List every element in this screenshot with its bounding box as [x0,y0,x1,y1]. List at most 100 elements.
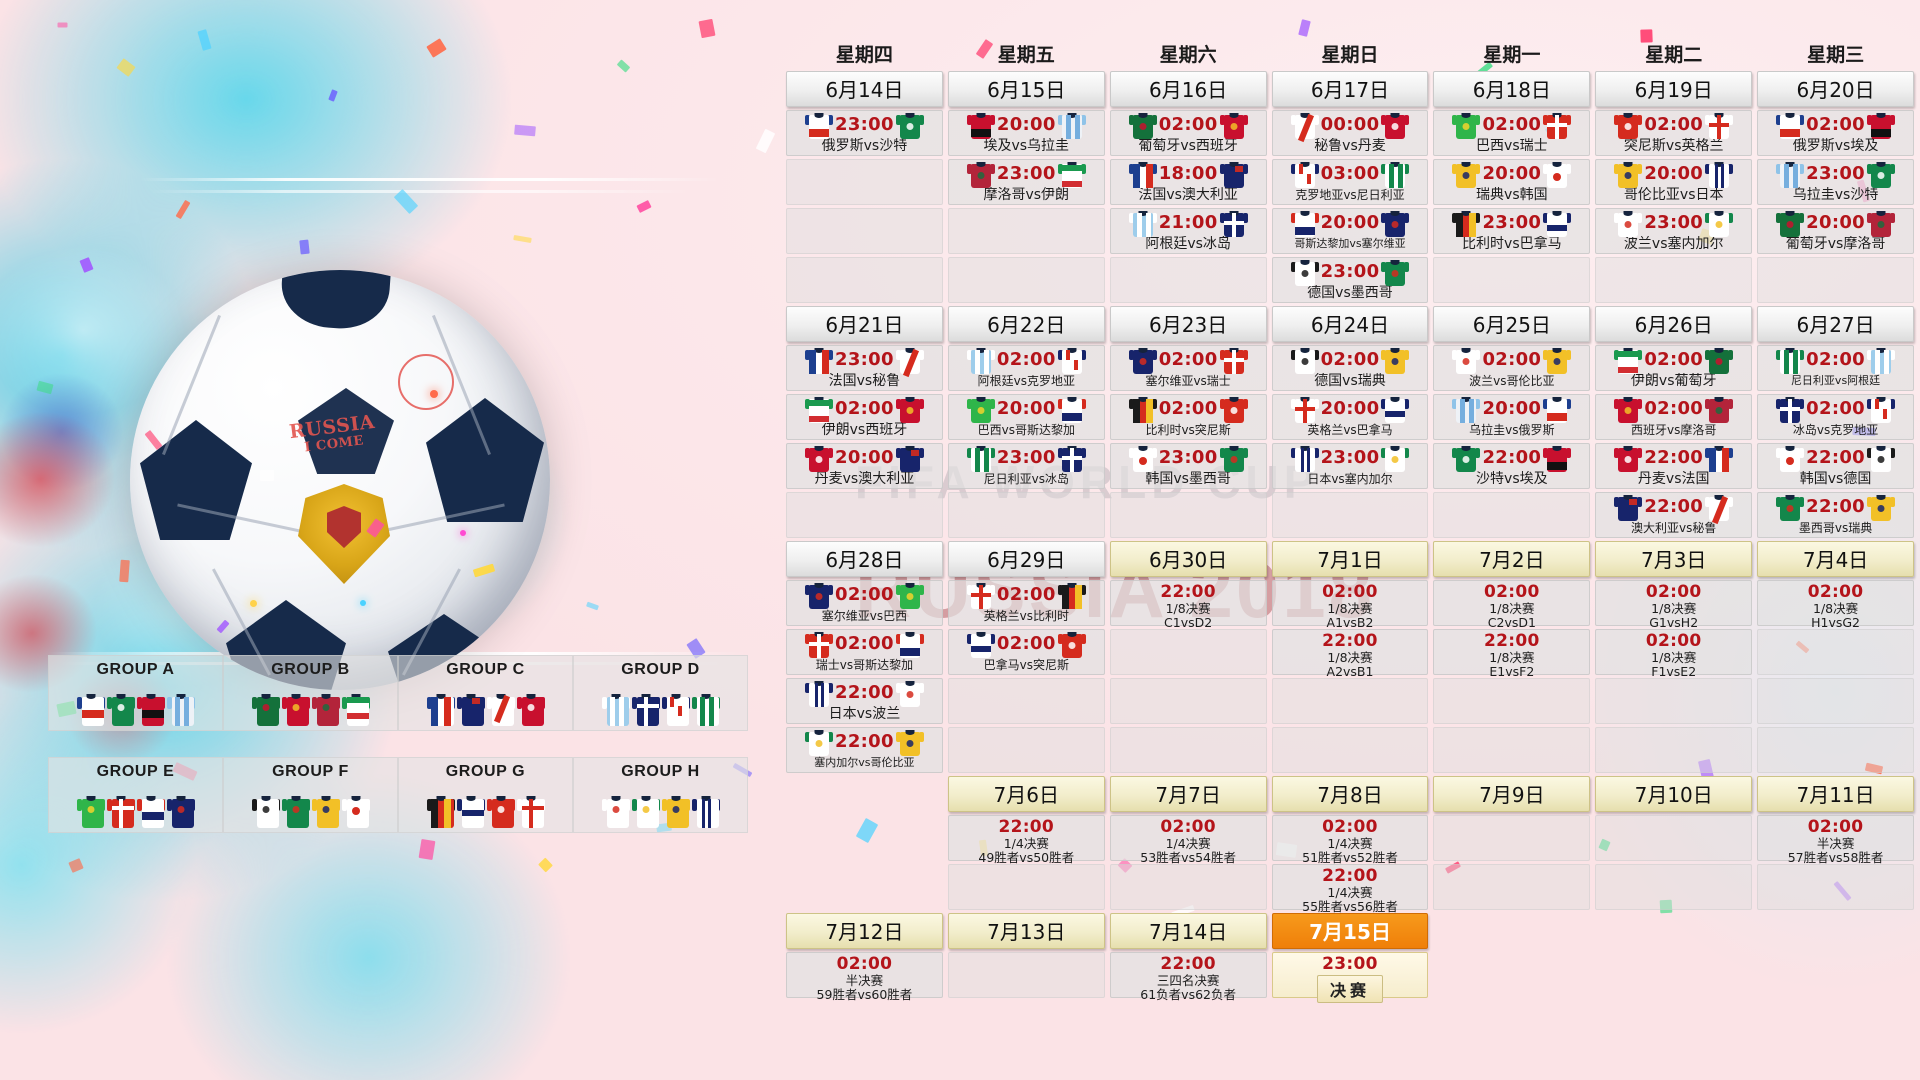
match-cell[interactable]: 23:00 摩洛哥vs伊朗 [947,159,1105,205]
match-cell[interactable]: 23:00 俄罗斯vs沙特 [786,110,943,156]
match-cell[interactable]: 22:00 韩国vs德国 [1757,443,1914,489]
group-box-group-e[interactable]: GROUP E [48,757,223,833]
date-cell-7月14日[interactable]: 7月14日 [1109,913,1267,949]
date-cell-6月29日[interactable]: 6月29日 [947,541,1105,577]
match-cell[interactable]: 02:00 阿根廷vs克罗地亚 [947,345,1105,391]
group-box-group-g[interactable]: GROUP G [398,757,573,833]
knockout-match-cell[interactable]: 02:00 半决赛 57胜者vs58胜者 [1757,815,1914,865]
group-box-group-a[interactable]: GROUP A [48,655,223,731]
match-cell[interactable]: 02:00 伊朗vs西班牙 [786,394,943,440]
match-cell[interactable]: 23:00 尼日利亚vs冰岛 [947,443,1105,489]
match-cell[interactable]: 02:00 冰岛vs克罗地亚 [1757,394,1914,440]
match-cell[interactable]: 20:00 乌拉圭vs俄罗斯 [1433,394,1591,440]
date-cell-6月24日[interactable]: 6月24日 [1271,306,1429,342]
match-cell[interactable]: 02:00 塞尔维亚vs瑞士 [1109,345,1267,391]
date-cell-6月20日[interactable]: 6月20日 [1757,71,1914,107]
match-cell[interactable]: 02:00 比利时vs突尼斯 [1109,394,1267,440]
group-box-group-c[interactable]: GROUP C [398,655,573,731]
knockout-match-cell[interactable]: 22:00 1/8决赛 A2vsB1 [1271,629,1429,679]
date-cell-7月1日[interactable]: 7月1日 [1271,541,1429,577]
date-cell-6月18日[interactable]: 6月18日 [1433,71,1591,107]
date-cell-7月7日[interactable]: 7月7日 [1109,776,1267,812]
match-cell[interactable]: 00:00 秘鲁vs丹麦 [1271,110,1429,156]
date-cell-6月25日[interactable]: 6月25日 [1433,306,1591,342]
match-cell[interactable]: 20:00 丹麦vs澳大利亚 [786,443,943,489]
match-cell[interactable]: 03:00 克罗地亚vs尼日利亚 [1271,159,1429,205]
match-cell[interactable]: 21:00 阿根廷vs冰岛 [1109,208,1267,254]
knockout-match-cell[interactable]: 02:00 1/8决赛 F1vsE2 [1595,629,1753,679]
match-cell[interactable]: 02:00 葡萄牙vs西班牙 [1109,110,1267,156]
knockout-match-cell[interactable]: 02:00 半决赛 59胜者vs60胜者 [786,952,943,1002]
group-box-group-b[interactable]: GROUP B [223,655,398,731]
group-box-group-f[interactable]: GROUP F [223,757,398,833]
match-cell[interactable]: 20:00 哥斯达黎加vs塞尔维亚 [1271,208,1429,254]
match-cell[interactable]: 23:00 德国vs墨西哥 [1271,257,1429,303]
date-cell-6月23日[interactable]: 6月23日 [1109,306,1267,342]
knockout-match-cell[interactable]: 22:00 1/4决赛 55胜者vs56胜者 [1271,864,1429,914]
match-cell[interactable]: 22:00 澳大利亚vs秘鲁 [1595,492,1753,538]
match-cell[interactable]: 02:00 巴西vs瑞士 [1433,110,1591,156]
knockout-match-cell[interactable]: 02:00 1/8决赛 C2vsD1 [1433,580,1591,630]
date-cell-7月3日[interactable]: 7月3日 [1595,541,1753,577]
match-cell[interactable]: 02:00 俄罗斯vs埃及 [1757,110,1914,156]
date-cell-6月19日[interactable]: 6月19日 [1595,71,1753,107]
date-cell-7月2日[interactable]: 7月2日 [1433,541,1591,577]
match-cell[interactable]: 02:00 尼日利亚vs阿根廷 [1757,345,1914,391]
match-cell[interactable]: 20:00 英格兰vs巴拿马 [1271,394,1429,440]
knockout-match-cell[interactable]: 02:00 1/8决赛 H1vsG2 [1757,580,1914,630]
match-cell[interactable]: 22:00 丹麦vs法国 [1595,443,1753,489]
match-cell[interactable]: 20:00 葡萄牙vs摩洛哥 [1757,208,1914,254]
knockout-match-cell[interactable]: 22:00 三四名决赛 61负者vs62负者 [1109,952,1267,1002]
date-cell-7月15日[interactable]: 7月15日 [1271,913,1429,949]
date-cell-6月27日[interactable]: 6月27日 [1757,306,1914,342]
date-cell-6月15日[interactable]: 6月15日 [947,71,1105,107]
knockout-match-cell[interactable]: 02:00 1/8决赛 A1vsB2 [1271,580,1429,630]
final-match-cell[interactable]: 23:00 决赛 [1271,952,1429,1003]
date-cell-6月26日[interactable]: 6月26日 [1595,306,1753,342]
group-box-group-h[interactable]: GROUP H [573,757,748,833]
knockout-match-cell[interactable]: 22:00 1/8决赛 C1vsD2 [1109,580,1267,630]
match-cell[interactable]: 23:00 韩国vs墨西哥 [1109,443,1267,489]
date-cell-6月16日[interactable]: 6月16日 [1109,71,1267,107]
date-cell-6月30日[interactable]: 6月30日 [1109,541,1267,577]
knockout-match-cell[interactable]: 02:00 1/4决赛 53胜者vs54胜者 [1109,815,1267,865]
match-cell[interactable]: 23:00 比利时vs巴拿马 [1433,208,1591,254]
knockout-match-cell[interactable]: 02:00 1/8决赛 G1vsH2 [1595,580,1753,630]
match-cell[interactable]: 22:00 沙特vs埃及 [1433,443,1591,489]
match-cell[interactable]: 18:00 法国vs澳大利亚 [1109,159,1267,205]
knockout-match-cell[interactable]: 22:00 1/8决赛 E1vsF2 [1433,629,1591,679]
match-cell[interactable]: 20:00 巴西vs哥斯达黎加 [947,394,1105,440]
match-cell[interactable]: 22:00 塞内加尔vs哥伦比亚 [786,727,943,773]
date-cell-6月21日[interactable]: 6月21日 [786,306,943,342]
knockout-match-cell[interactable]: 22:00 1/4决赛 49胜者vs50胜者 [947,815,1105,865]
match-cell[interactable]: 23:00 日本vs塞内加尔 [1271,443,1429,489]
match-cell[interactable]: 20:00 瑞典vs韩国 [1433,159,1591,205]
match-cell[interactable]: 23:00 乌拉圭vs沙特 [1757,159,1914,205]
match-cell[interactable]: 02:00 德国vs瑞典 [1271,345,1429,391]
match-cell[interactable]: 02:00 突尼斯vs英格兰 [1595,110,1753,156]
match-cell[interactable]: 02:00 瑞士vs哥斯达黎加 [786,629,943,675]
date-cell-6月17日[interactable]: 6月17日 [1271,71,1429,107]
date-cell-7月10日[interactable]: 7月10日 [1595,776,1753,812]
match-cell[interactable]: 23:00 法国vs秘鲁 [786,345,943,391]
date-cell-7月13日[interactable]: 7月13日 [947,913,1105,949]
match-cell[interactable]: 22:00 日本vs波兰 [786,678,943,724]
match-cell[interactable]: 23:00 波兰vs塞内加尔 [1595,208,1753,254]
date-cell-7月12日[interactable]: 7月12日 [786,913,943,949]
match-cell[interactable]: 20:00 埃及vs乌拉圭 [947,110,1105,156]
date-cell-7月9日[interactable]: 7月9日 [1433,776,1591,812]
match-cell[interactable]: 02:00 波兰vs哥伦比亚 [1433,345,1591,391]
date-cell-6月22日[interactable]: 6月22日 [947,306,1105,342]
match-cell[interactable]: 22:00 墨西哥vs瑞典 [1757,492,1914,538]
match-cell[interactable]: 20:00 哥伦比亚vs日本 [1595,159,1753,205]
match-cell[interactable]: 02:00 巴拿马vs突尼斯 [947,629,1105,675]
date-cell-7月4日[interactable]: 7月4日 [1757,541,1914,577]
date-cell-6月28日[interactable]: 6月28日 [786,541,943,577]
date-cell-7月11日[interactable]: 7月11日 [1757,776,1914,812]
match-cell[interactable]: 02:00 塞尔维亚vs巴西 [786,580,943,626]
group-box-group-d[interactable]: GROUP D [573,655,748,731]
date-cell-7月8日[interactable]: 7月8日 [1271,776,1429,812]
knockout-match-cell[interactable]: 02:00 1/4决赛 51胜者vs52胜者 [1271,815,1429,865]
match-cell[interactable]: 02:00 英格兰vs比利时 [947,580,1105,626]
date-cell-7月6日[interactable]: 7月6日 [947,776,1105,812]
